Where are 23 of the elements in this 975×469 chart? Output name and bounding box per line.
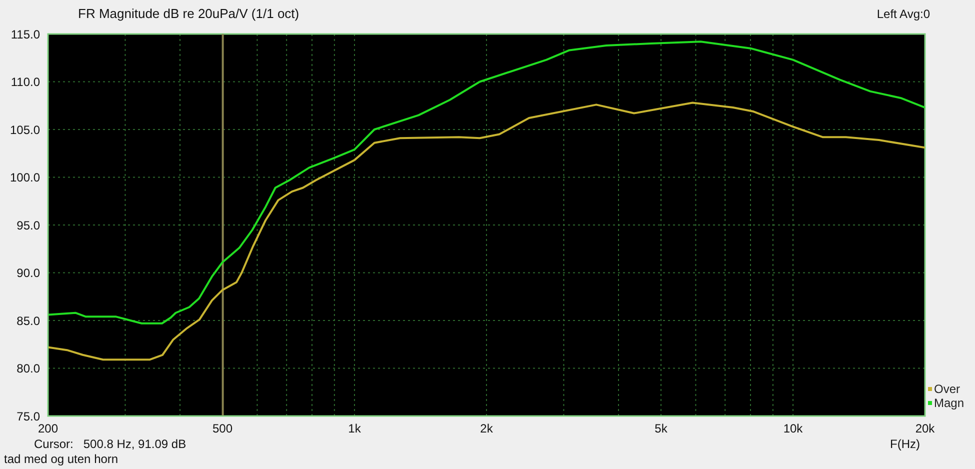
text: Cursor: 500.8 Hz, 91.09 dB xyxy=(34,437,186,451)
chart-title: FR Magnitude dB re 20uPa/V (1/1 oct) xyxy=(78,6,300,21)
x-tick-label: 10k xyxy=(783,422,804,436)
x-axis-title: F(Hz) xyxy=(890,437,920,451)
y-tick-label: 105.0 xyxy=(10,122,40,137)
legend-label: Over xyxy=(934,382,960,396)
y-tick-label: 80.0 xyxy=(16,362,40,376)
y-tick-label: 100.0 xyxy=(10,170,40,185)
x-tick-label: 200 xyxy=(38,422,58,436)
y-tick-label: 75.0 xyxy=(16,409,40,424)
x-tick-label: 20k xyxy=(915,422,936,436)
y-tick-label: 110.0 xyxy=(10,75,40,90)
y-tick-label: 115.0 xyxy=(10,27,40,42)
y-tick-label: 90.0 xyxy=(16,266,40,280)
x-tick-label: 5k xyxy=(654,422,668,436)
y-tick-label: 95.0 xyxy=(16,218,40,232)
x-tick-label: 500 xyxy=(212,422,233,436)
x-tick-label: 2k xyxy=(480,422,494,436)
y-tick-label: 85.0 xyxy=(16,314,40,328)
text: Left Avg:0 xyxy=(876,7,930,21)
legend-label: Magn xyxy=(934,396,964,410)
x-tick-label: 1k xyxy=(348,422,362,436)
text: tad med og uten horn xyxy=(4,452,118,466)
